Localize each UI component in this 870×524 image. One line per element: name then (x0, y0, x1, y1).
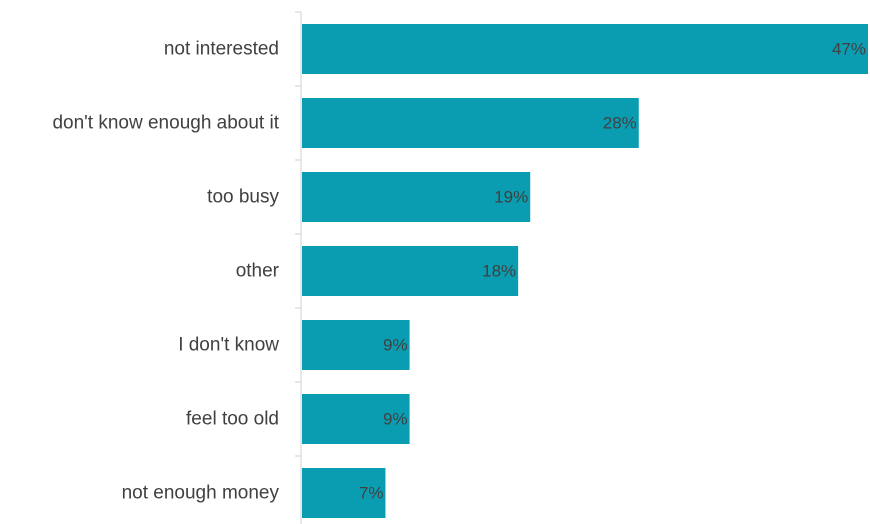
value-label: 18% (482, 262, 516, 281)
category-labels: not interested don't know enough about it… (52, 39, 279, 504)
category-label: feel too old (186, 409, 279, 430)
value-label: 7% (359, 484, 384, 503)
value-label: 47% (832, 40, 866, 59)
bar (302, 98, 639, 148)
bar (302, 24, 868, 74)
category-label: other (236, 261, 280, 282)
value-labels: 47% 28% 19% 18% 9% 9% 7% (359, 40, 866, 503)
category-label: not enough money (122, 483, 280, 504)
category-label: not interested (164, 39, 279, 60)
bar (302, 320, 410, 370)
bar (302, 468, 386, 518)
bars (302, 24, 868, 518)
bar (302, 246, 519, 296)
value-label: 9% (383, 410, 408, 429)
category-label: don't know enough about it (52, 113, 279, 134)
value-label: 28% (603, 114, 637, 133)
value-label: 19% (494, 188, 528, 207)
category-label: I don't know (178, 335, 279, 356)
category-label: too busy (207, 187, 279, 208)
value-label: 9% (383, 336, 408, 355)
bar (302, 172, 531, 222)
y-axis (295, 11, 302, 524)
bar (302, 394, 410, 444)
